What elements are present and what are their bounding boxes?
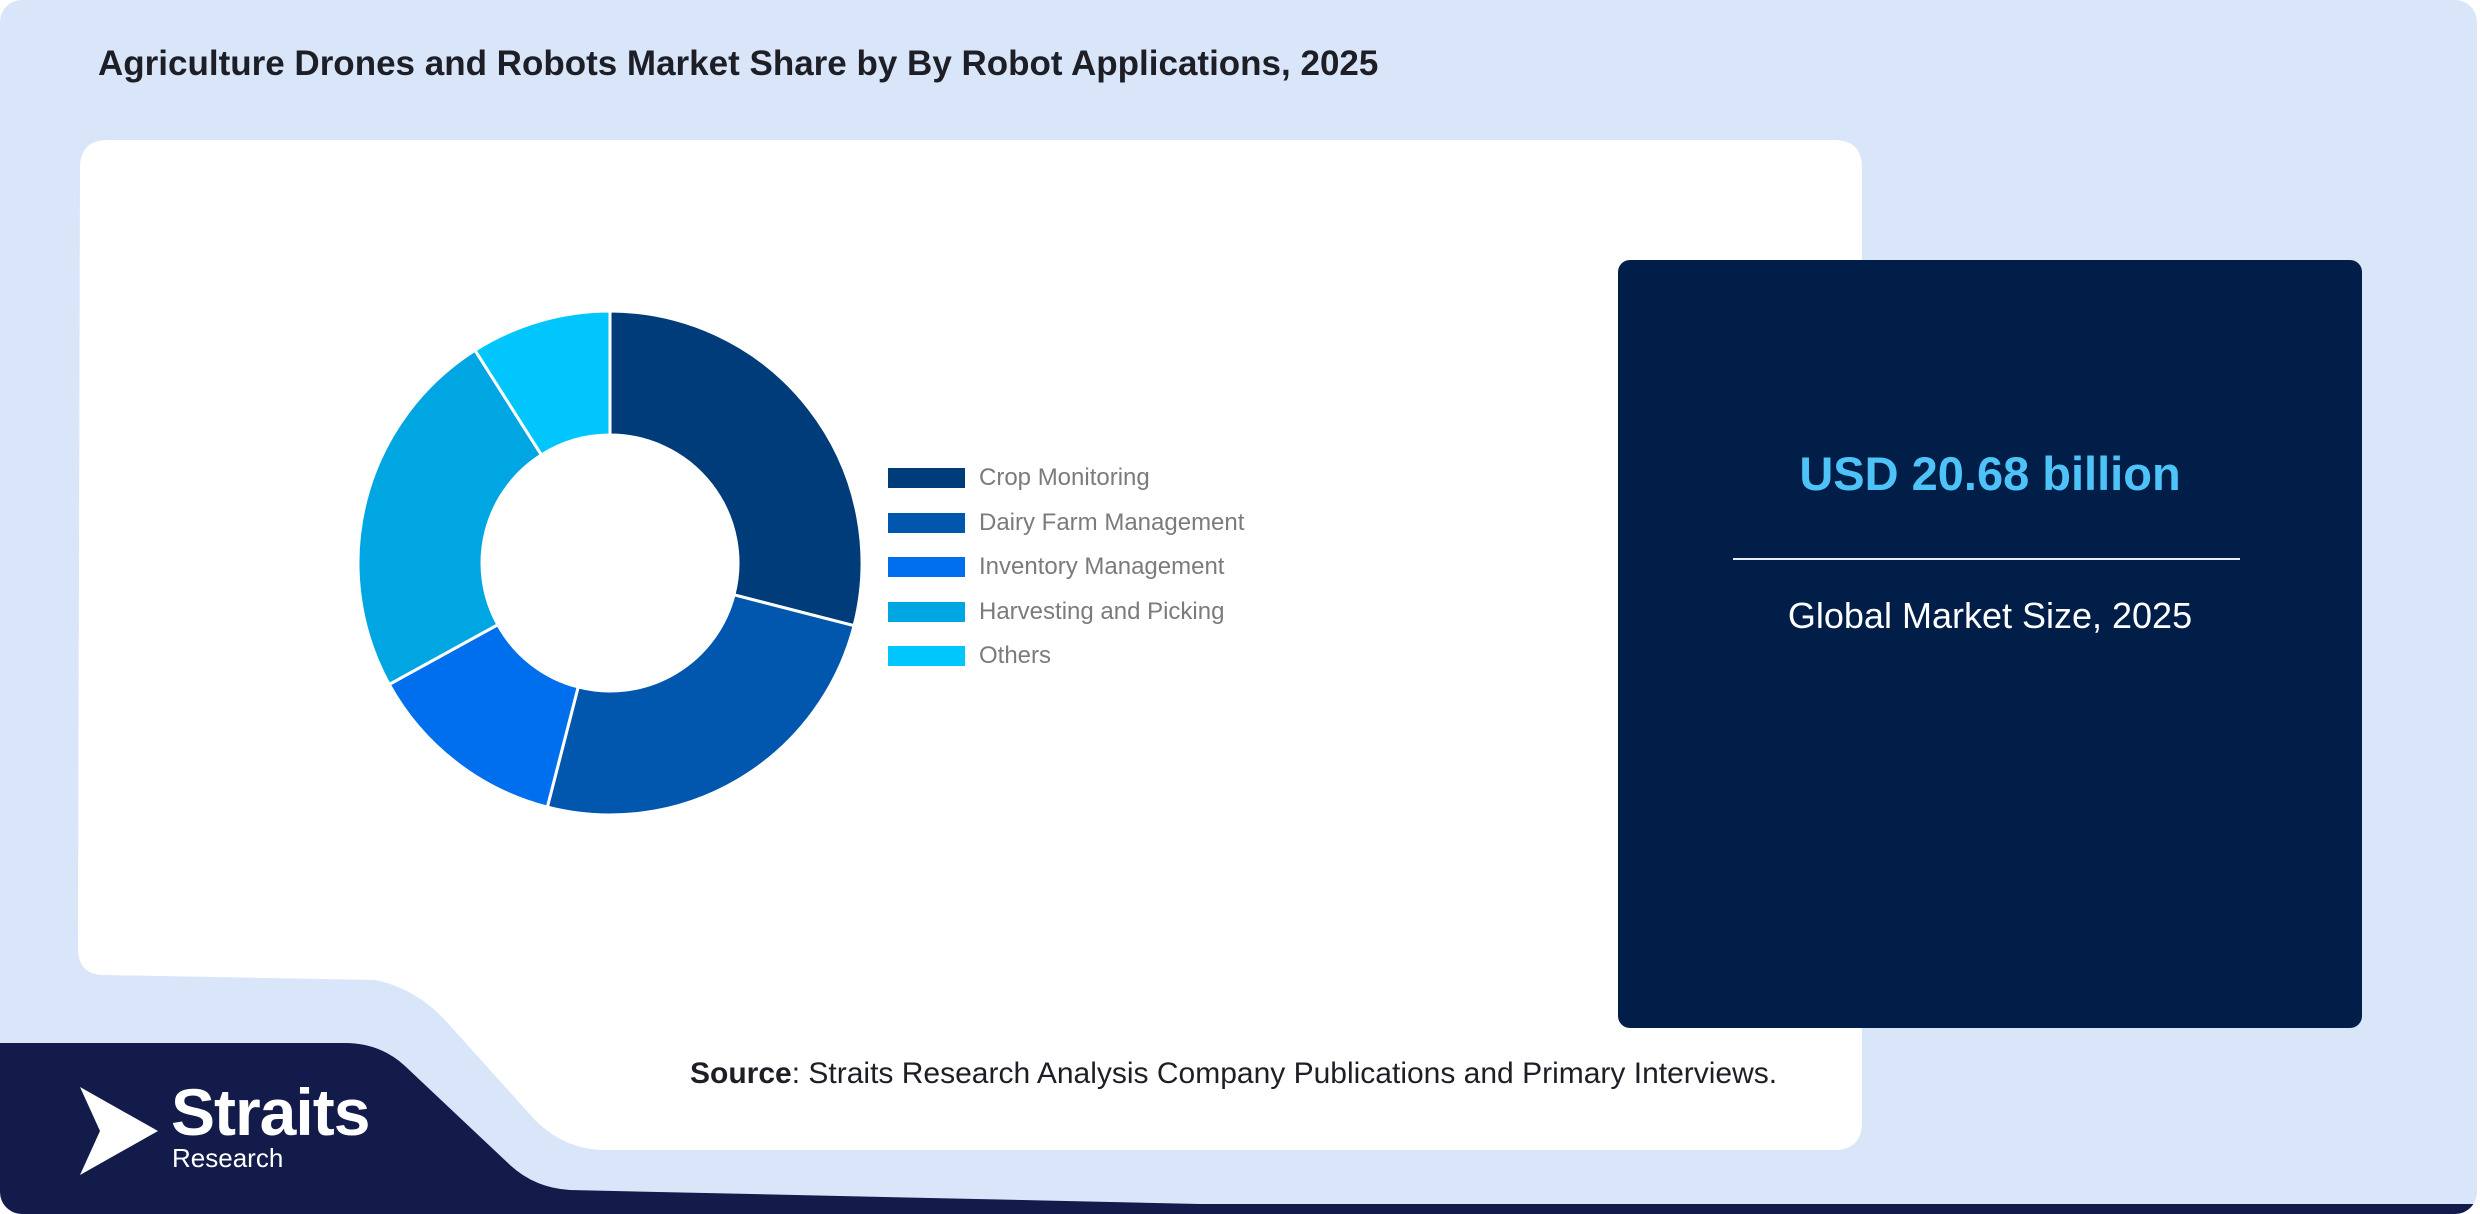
chart-legend: Crop Monitoring Dairy Farm Management Inve… bbox=[888, 456, 1244, 679]
legend-swatch bbox=[888, 512, 965, 533]
market-size-value: USD 20.68 billion bbox=[1799, 447, 2181, 500]
market-size-label: Global Market Size, 2025 bbox=[1787, 595, 2193, 636]
legend-item: Dairy Farm Management bbox=[888, 501, 1244, 546]
source-note: Source: Straits Research Analysis Compan… bbox=[690, 1057, 1777, 1091]
legend-label: Dairy Farm Management bbox=[979, 508, 1245, 536]
legend-swatch bbox=[888, 646, 965, 667]
legend-label: Others bbox=[979, 642, 1052, 670]
legend-label: Crop Monitoring bbox=[979, 464, 1150, 492]
donut-slice-dairy-farm-management bbox=[545, 593, 856, 817]
legend-item: Crop Monitoring bbox=[888, 456, 1244, 501]
legend-label: Harvesting and Picking bbox=[979, 597, 1225, 625]
page-title: Agriculture Drones and Robots Market Sha… bbox=[98, 44, 1379, 83]
donut-slice-others bbox=[472, 309, 612, 457]
donut-slice-crop-monitoring bbox=[608, 309, 864, 628]
legend-label: Inventory Management bbox=[979, 553, 1225, 581]
market-size-card: USD 20.68 billion Global Market Size, 20… bbox=[1618, 260, 2362, 1028]
source-label: Source bbox=[690, 1057, 792, 1090]
legend-item: Others bbox=[888, 634, 1244, 679]
source-text: : Straits Research Analysis Company Publ… bbox=[791, 1057, 1778, 1090]
legend-swatch bbox=[888, 601, 965, 622]
legend-swatch bbox=[888, 468, 965, 489]
logo-name: Straits bbox=[171, 1075, 370, 1149]
legend-item: Harvesting and Picking bbox=[888, 590, 1244, 635]
straits-arrow-logo-icon bbox=[80, 1087, 158, 1175]
footer-band bbox=[0, 1043, 2477, 1214]
stat-divider bbox=[1733, 558, 2240, 560]
legend-swatch bbox=[888, 557, 965, 578]
logo-subtitle: Research bbox=[172, 1143, 284, 1173]
donut-slice-harvesting-and-picking bbox=[356, 348, 544, 687]
legend-item: Inventory Management bbox=[888, 545, 1244, 590]
donut-chart bbox=[356, 309, 864, 817]
